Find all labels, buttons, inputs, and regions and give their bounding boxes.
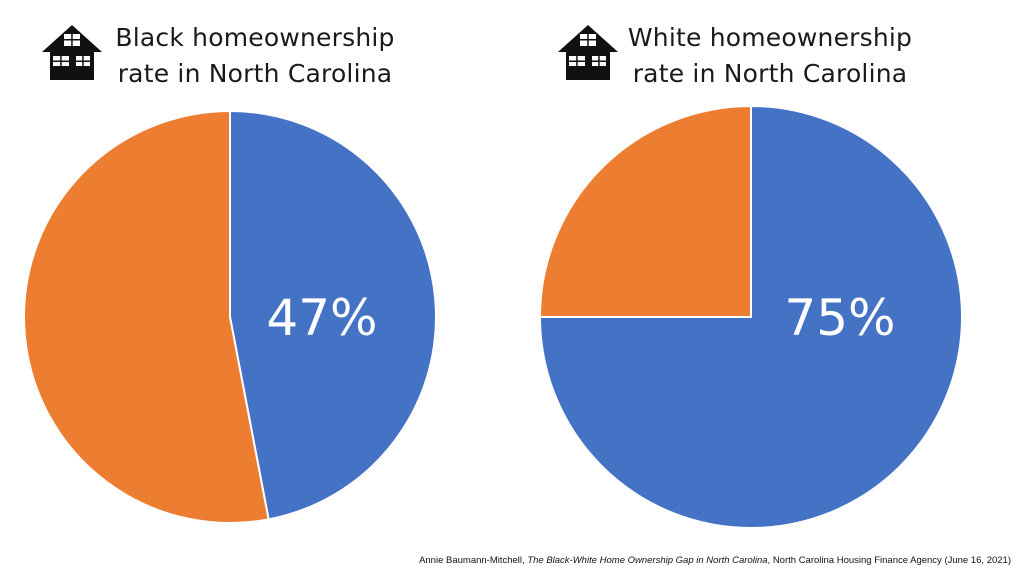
citation-publisher: , North Carolina Housing Finance Agency … [767,555,1011,566]
chart-title-black-line2: rate in North Carolina [117,59,393,88]
data-label-white: 75% [784,289,895,347]
citation: Annie Baumann-Mitchell, The Black-White … [0,555,1011,566]
data-label-black: 47% [266,289,377,347]
citation-work: The Black-White Home Ownership Gap in No… [527,555,768,566]
slice-white-non-owners [538,104,752,318]
house-icon [558,25,618,80]
slice-black-non-owners [23,109,270,524]
chart-title-black-line1: Black homeownership [115,23,395,52]
chart-title-white-line1: White homeownership [627,23,913,52]
slice-white-owners [538,104,963,529]
house-icon [42,25,102,80]
slice-black-owners [229,109,437,521]
citation-author: Annie Baumann-Mitchell, [419,555,528,566]
chart-title-black: Black homeownership rate in North Caroli… [110,20,400,92]
chart-title-white-line2: rate in North Carolina [632,59,908,88]
chart-title-white: White homeownership rate in North Caroli… [625,20,915,92]
